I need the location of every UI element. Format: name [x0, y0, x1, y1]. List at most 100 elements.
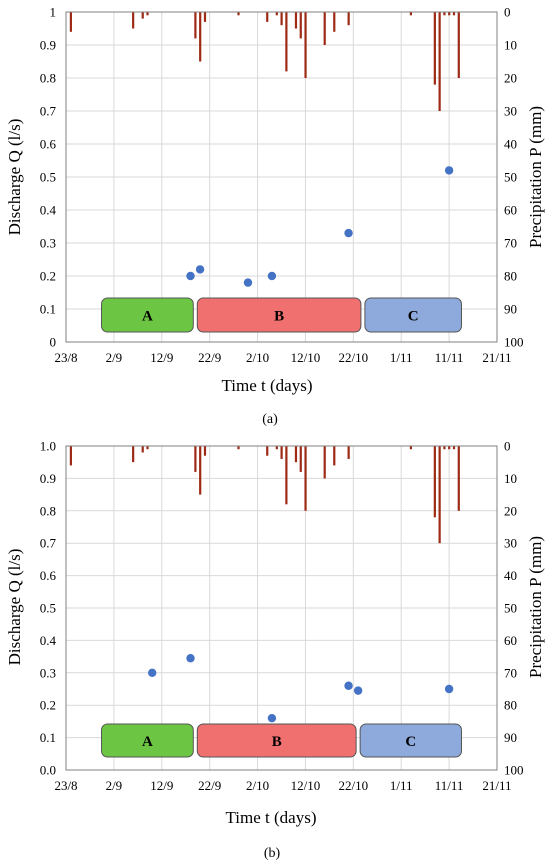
grid	[66, 12, 497, 342]
chart-a-svg: A B C 23/8 2/9 12/9 22/9 2/10 12/10 22/10 1/11 11/…	[5, 5, 545, 428]
x-tick-label: 2/10	[246, 350, 269, 365]
precipitation-bar	[299, 446, 302, 472]
precipitation-bar	[69, 446, 72, 466]
precipitation-bar	[409, 446, 412, 450]
y-tick-label: 1	[50, 5, 57, 20]
y2-tick-label: 60	[504, 633, 517, 648]
precipitation-bar	[203, 446, 207, 456]
x-axis-title: Time t (days)	[226, 808, 317, 827]
precipitation-bar	[457, 446, 460, 511]
period-label: B	[272, 734, 282, 750]
y-tick-label: 0.4	[40, 633, 57, 648]
precipitation-bar	[141, 12, 144, 19]
precipitation-bar	[333, 12, 336, 32]
tick-labels: 23/8 2/9 12/9 22/9 2/10 12/10 22/10 1/11 11/11 21…	[40, 5, 524, 366]
precipitation-bar	[347, 12, 350, 26]
y2-tick-label: 100	[504, 763, 524, 778]
x-tick-label: 2/10	[246, 778, 269, 793]
y-tick-label: 0.1	[40, 730, 56, 745]
precipitation-bar	[304, 12, 307, 78]
discharge-point	[195, 265, 205, 274]
precipitation-bar	[285, 446, 288, 505]
period-box	[101, 297, 194, 333]
x-tick-label: 1/11	[390, 778, 413, 793]
y2-tick-label: 20	[504, 71, 517, 86]
precipitation-bar	[132, 12, 135, 29]
period-label: B	[274, 309, 284, 325]
y-tick-label: 0.0	[40, 763, 56, 778]
y2-tick-label: 20	[504, 503, 517, 518]
precipitation-bar	[443, 446, 446, 450]
precipitation-bar	[280, 12, 283, 26]
precipitation-bar	[275, 446, 278, 450]
discharge-point	[344, 681, 353, 690]
precipitation-bar	[275, 12, 278, 16]
x-tick-label: 11/11	[435, 350, 464, 365]
precipitation-bar	[194, 12, 197, 39]
y2-tick-label: 0	[504, 5, 511, 20]
precipitation-bars	[69, 446, 460, 544]
precipitation-bars	[69, 12, 460, 111]
period-label: C	[408, 309, 419, 325]
x-tick-label: 12/10	[291, 350, 321, 365]
precipitation-bar	[409, 12, 412, 16]
precipitation-bar	[237, 446, 240, 450]
period-label: A	[142, 309, 153, 325]
x-tick-label: 23/8	[54, 350, 77, 365]
precipitation-bar	[294, 12, 298, 29]
precipitation-bar	[146, 12, 149, 16]
precipitation-bar	[448, 12, 451, 16]
discharge-point	[353, 686, 363, 695]
x-tick-label: 11/11	[435, 778, 464, 793]
discharge-point	[344, 228, 353, 238]
x-tick-label: 23/8	[54, 778, 77, 793]
precipitation-bar	[199, 12, 202, 62]
y2-tick-label: 100	[504, 335, 524, 350]
x-tick-label: 22/10	[339, 350, 369, 365]
precipitation-bar	[199, 446, 202, 495]
subplot-label: (b)	[264, 846, 281, 861]
period-box	[196, 297, 362, 333]
discharge-points	[148, 654, 454, 723]
discharge-point	[243, 278, 253, 287]
precipitation-bar	[132, 446, 135, 463]
x-tick-label: 22/9	[198, 778, 221, 793]
x-tick-label: 2/9	[106, 778, 123, 793]
precipitation-bar	[294, 446, 298, 463]
discharge-point	[267, 713, 277, 723]
precipitation-bar	[266, 446, 269, 456]
y-tick-label: 0.5	[40, 601, 56, 616]
discharge-point	[267, 271, 277, 281]
precipitation-bar	[438, 446, 441, 544]
plot-frame	[65, 11, 498, 343]
y2-tick-label: 30	[504, 536, 517, 551]
x-tick-label: 12/9	[150, 778, 173, 793]
y2-tick-label: 10	[504, 471, 517, 486]
precipitation-bar	[280, 446, 283, 459]
x-tick-label: 22/9	[198, 350, 221, 365]
y-tick-label: 0.2	[40, 269, 56, 284]
precipitation-bar	[146, 446, 149, 450]
y2-tick-label: 50	[504, 601, 517, 616]
precipitation-bar	[333, 446, 336, 466]
precipitation-bar	[448, 446, 451, 450]
y-tick-label: 0.8	[40, 71, 56, 86]
x-axis-title: Time t (days)	[222, 376, 313, 395]
period-label: C	[405, 734, 416, 750]
y2-tick-label: 40	[504, 568, 517, 583]
y2-tick-label: 0	[504, 439, 511, 454]
plot-frame	[65, 445, 498, 771]
tick-labels: 23/8 2/9 12/9 22/9 2/10 12/10 22/10 1/11 11/11 21…	[40, 439, 524, 794]
discharge-point	[186, 654, 195, 663]
precipitation-bar	[452, 12, 456, 16]
y2-tick-label: 90	[504, 730, 517, 745]
y-tick-label: 0.8	[40, 503, 56, 518]
chart-b: A B C 23/8 2/9 12/9 22/9 2/10 12/10 22/10 1/11 11/…	[0, 432, 550, 864]
y2-tick-label: 70	[504, 236, 517, 251]
precipitation-bar	[443, 12, 446, 16]
y-tick-label: 0.4	[40, 203, 57, 218]
y-axis-title: Discharge Q (l/s)	[5, 549, 24, 666]
y2-tick-label: 80	[504, 269, 517, 284]
y-tick-label: 0.7	[40, 536, 57, 551]
y2-tick-label: 30	[504, 104, 517, 119]
